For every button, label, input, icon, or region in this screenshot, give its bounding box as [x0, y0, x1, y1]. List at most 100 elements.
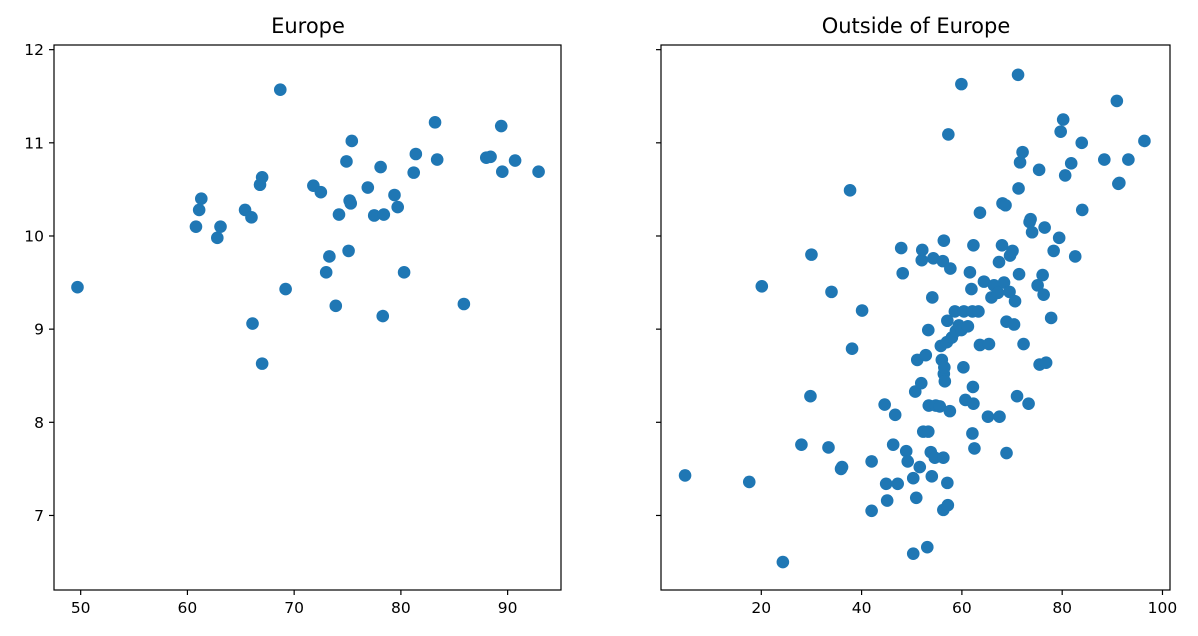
outside-europe-data-point — [942, 128, 955, 141]
outside-europe-data-point — [1075, 203, 1089, 217]
outside-europe-data-point — [919, 348, 933, 362]
europe-points — [71, 83, 545, 370]
outside-europe-data-point — [843, 184, 857, 197]
europe-ytick-label: 9 — [34, 321, 44, 339]
europe-data-point — [508, 154, 522, 167]
europe-data-point — [211, 231, 224, 245]
outside-europe-data-point — [992, 255, 1006, 269]
outside-europe-data-point — [995, 238, 1009, 252]
outside-europe-title: Outside of Europe — [822, 14, 1011, 38]
outside-europe-data-point — [967, 397, 980, 410]
outside-europe-data-point — [997, 276, 1011, 289]
europe-data-point — [409, 147, 423, 161]
outside-europe-data-point — [972, 305, 985, 318]
europe-data-point — [189, 220, 203, 233]
europe-data-point — [329, 299, 343, 313]
outside-europe-data-point — [937, 234, 951, 247]
outside-europe-data-point — [880, 494, 894, 507]
outside-europe-data-point — [966, 427, 979, 440]
europe-data-point — [342, 244, 355, 258]
outside-europe-data-point — [944, 262, 957, 275]
outside-europe-ticks: 20 40 60 80 100 — [656, 49, 1177, 617]
outside-europe-data-point — [943, 404, 957, 418]
outside-europe-data-point — [921, 323, 935, 337]
outside-europe-data-point — [933, 400, 947, 413]
outside-europe-data-point — [948, 305, 962, 318]
outside-europe-data-point — [915, 253, 929, 267]
europe-data-point — [323, 250, 336, 263]
outside-europe-data-point — [742, 475, 756, 489]
europe-data-point — [484, 150, 497, 164]
europe-data-point — [246, 317, 259, 330]
outside-europe-data-point — [925, 291, 939, 304]
outside-europe-data-point — [1011, 68, 1025, 82]
europe-xtick-label: 50 — [71, 599, 91, 617]
outside-europe-data-point — [977, 275, 991, 288]
europe-data-point — [319, 266, 333, 279]
outside-europe-data-point — [966, 380, 980, 394]
outside-europe-data-point — [1012, 267, 1026, 281]
europe-ticks: 50 60 70 80 90 7 8 9 10 11 12 — [24, 41, 517, 617]
outside-europe-data-point — [981, 410, 995, 424]
outside-europe-data-point — [1010, 389, 1024, 403]
europe-data-point — [397, 266, 411, 279]
outside-europe-data-point — [894, 241, 908, 255]
outside-europe-points — [678, 68, 1151, 569]
outside-europe-data-point — [1138, 134, 1151, 148]
europe-data-point — [495, 165, 509, 179]
europe-data-point — [71, 280, 84, 294]
outside-europe-data-point — [914, 376, 928, 390]
outside-europe-data-point — [805, 248, 818, 261]
outside-europe-data-point — [961, 320, 975, 333]
outside-europe-data-point — [957, 361, 970, 374]
europe-data-point — [332, 208, 346, 221]
outside-europe-data-point — [1032, 163, 1046, 177]
outside-europe-data-point — [1003, 285, 1016, 299]
europe-data-point — [279, 282, 292, 296]
outside-europe-data-point — [913, 460, 927, 474]
europe-data-point — [361, 181, 375, 194]
europe-data-point — [428, 116, 442, 129]
outside-europe-xtick-label: 40 — [852, 599, 872, 617]
outside-europe-data-point — [755, 279, 769, 293]
europe-data-point — [430, 153, 444, 166]
outside-europe-data-point — [967, 238, 980, 252]
outside-europe-data-point — [865, 455, 878, 468]
outside-europe-xtick-label: 20 — [751, 599, 771, 617]
outside-europe-data-point — [925, 470, 939, 483]
outside-europe-data-point — [982, 337, 996, 351]
outside-europe-data-point — [879, 477, 893, 491]
outside-europe-data-point — [855, 304, 869, 317]
outside-europe-data-point — [845, 342, 859, 356]
outside-europe-data-point — [937, 451, 950, 465]
outside-europe-panel: Outside of Europe 20 40 60 80 100 — [656, 14, 1177, 617]
outside-europe-data-point — [1038, 221, 1051, 234]
outside-europe-data-point — [678, 469, 692, 482]
europe-xtick-label: 90 — [498, 599, 518, 617]
europe-title: Europe — [271, 14, 345, 38]
outside-europe-data-point — [1044, 311, 1058, 325]
outside-europe-data-point — [1113, 176, 1126, 190]
outside-europe-data-point — [906, 547, 920, 560]
outside-europe-data-point — [1036, 268, 1049, 282]
outside-europe-data-point — [1017, 337, 1030, 351]
outside-europe-data-point — [991, 286, 1005, 300]
outside-europe-xtick-label: 80 — [1052, 599, 1072, 617]
outside-europe-data-point — [906, 471, 920, 485]
outside-europe-data-point — [1047, 244, 1060, 258]
outside-europe-data-point — [901, 455, 915, 468]
outside-europe-data-point — [973, 206, 987, 219]
outside-europe-data-point — [804, 389, 817, 403]
outside-europe-data-point — [968, 442, 981, 455]
europe-data-point — [377, 208, 391, 221]
europe-xtick-label: 60 — [178, 599, 198, 617]
europe-data-point — [388, 188, 401, 202]
outside-europe-data-point — [1058, 169, 1072, 182]
outside-europe-data-point — [1025, 225, 1039, 239]
outside-europe-data-point — [1056, 113, 1070, 126]
outside-europe-data-point — [1064, 157, 1078, 170]
outside-europe-data-point — [1000, 446, 1013, 460]
outside-europe-data-point — [776, 555, 790, 569]
outside-europe-data-point — [999, 198, 1012, 212]
